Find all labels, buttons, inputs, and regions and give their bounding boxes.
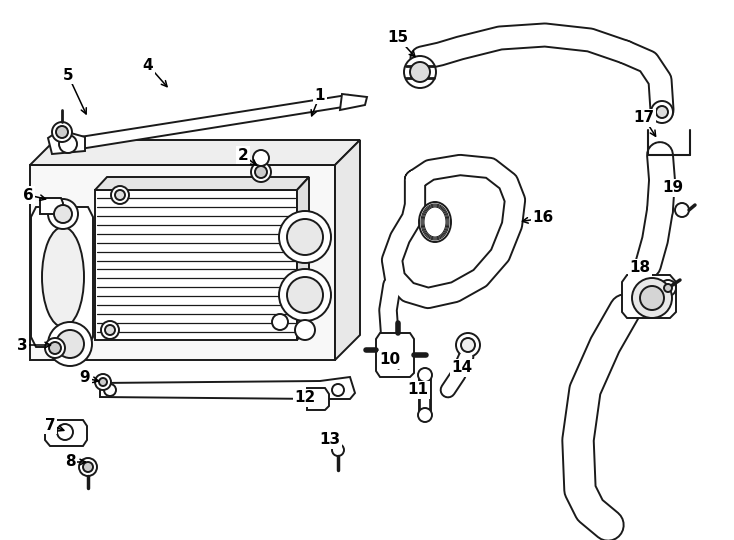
Circle shape	[253, 150, 269, 166]
Circle shape	[54, 205, 72, 223]
Circle shape	[101, 321, 119, 339]
Polygon shape	[376, 333, 414, 377]
Circle shape	[461, 338, 475, 352]
Circle shape	[410, 62, 430, 82]
Polygon shape	[340, 94, 367, 110]
Circle shape	[255, 166, 267, 178]
Circle shape	[632, 278, 672, 318]
Text: 11: 11	[407, 382, 429, 397]
Circle shape	[675, 203, 689, 217]
Circle shape	[272, 314, 288, 330]
Text: 15: 15	[388, 30, 409, 45]
Text: 5: 5	[62, 68, 73, 83]
Circle shape	[279, 269, 331, 321]
Polygon shape	[80, 95, 347, 149]
Text: 12: 12	[294, 390, 316, 406]
Circle shape	[651, 101, 673, 123]
Polygon shape	[30, 140, 360, 165]
Polygon shape	[30, 165, 335, 360]
Text: 17: 17	[633, 111, 655, 125]
Circle shape	[656, 106, 668, 118]
Polygon shape	[335, 140, 360, 360]
Circle shape	[295, 320, 315, 340]
Text: 7: 7	[45, 417, 55, 433]
Circle shape	[45, 338, 65, 358]
Text: 13: 13	[319, 433, 341, 448]
Circle shape	[79, 458, 97, 476]
Text: 19: 19	[663, 180, 683, 195]
Circle shape	[48, 322, 92, 366]
Circle shape	[49, 342, 61, 354]
Text: 14: 14	[451, 361, 473, 375]
Circle shape	[418, 368, 432, 382]
Text: 3: 3	[17, 338, 27, 353]
Text: 18: 18	[630, 260, 650, 275]
Ellipse shape	[419, 202, 451, 242]
Ellipse shape	[42, 227, 84, 327]
Circle shape	[105, 325, 115, 335]
Circle shape	[418, 408, 432, 422]
Circle shape	[57, 424, 73, 440]
Polygon shape	[297, 177, 309, 340]
Circle shape	[104, 384, 116, 396]
Polygon shape	[40, 198, 63, 214]
Text: 8: 8	[65, 455, 76, 469]
Polygon shape	[31, 207, 93, 347]
Polygon shape	[45, 420, 87, 446]
Circle shape	[56, 126, 68, 138]
Circle shape	[287, 219, 323, 255]
Circle shape	[48, 199, 78, 229]
Circle shape	[111, 186, 129, 204]
Circle shape	[332, 444, 344, 456]
Circle shape	[664, 284, 672, 292]
Circle shape	[52, 122, 72, 142]
Text: 9: 9	[80, 370, 90, 386]
Polygon shape	[307, 388, 329, 410]
Text: 2: 2	[238, 147, 248, 163]
Circle shape	[332, 384, 344, 396]
Circle shape	[404, 56, 436, 88]
Circle shape	[56, 330, 84, 358]
Circle shape	[660, 280, 676, 296]
Text: 16: 16	[532, 211, 553, 226]
Polygon shape	[622, 275, 676, 318]
Polygon shape	[100, 377, 355, 399]
Polygon shape	[48, 130, 85, 154]
Circle shape	[99, 378, 107, 386]
Circle shape	[115, 190, 125, 200]
Text: 1: 1	[315, 87, 325, 103]
Polygon shape	[95, 177, 309, 190]
Text: 6: 6	[23, 187, 33, 202]
Text: 4: 4	[142, 57, 153, 72]
Circle shape	[251, 162, 271, 182]
Circle shape	[640, 286, 664, 310]
Polygon shape	[95, 190, 297, 340]
Circle shape	[287, 277, 323, 313]
Text: 10: 10	[379, 353, 401, 368]
Circle shape	[83, 462, 93, 472]
Circle shape	[59, 135, 77, 153]
Circle shape	[279, 211, 331, 263]
Circle shape	[95, 374, 111, 390]
Circle shape	[456, 333, 480, 357]
